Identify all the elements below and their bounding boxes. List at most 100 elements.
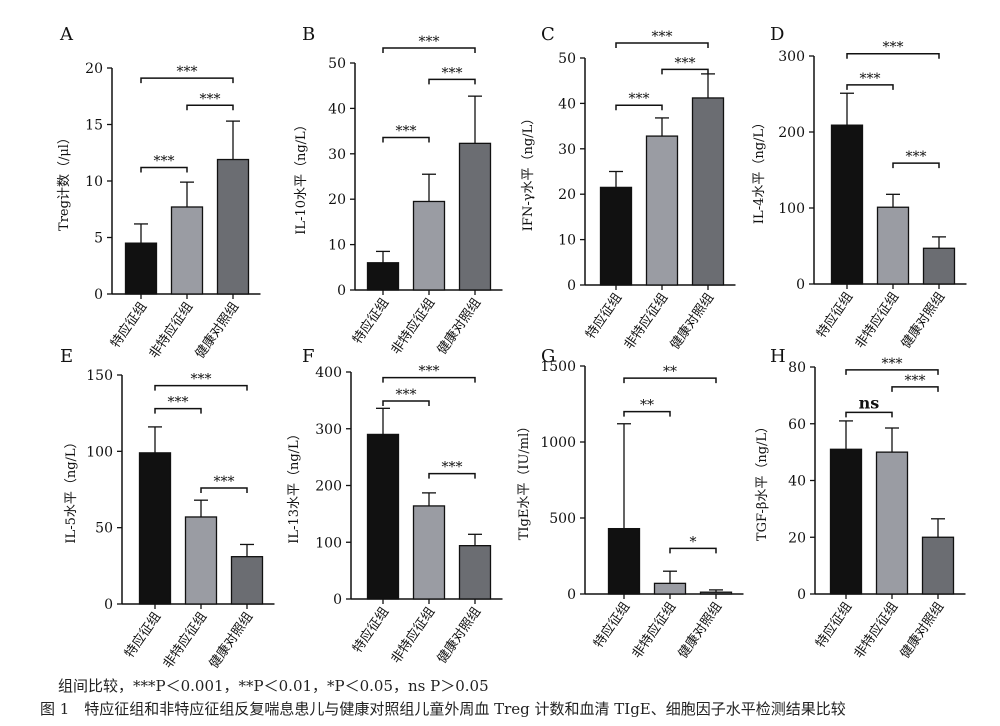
y-tick-label-f: 0: [333, 592, 342, 608]
figure-caption: 图 1 特应征组和非特应征组反复喘息患儿与健康对照组儿童外周血 Treg 计数和…: [40, 700, 846, 718]
significance-label-d: ***: [906, 149, 927, 165]
panel-letter-a: A: [59, 24, 74, 45]
significance-bracket-e: [154, 407, 202, 414]
category-label-f: 健康对照组: [434, 604, 484, 666]
category-label-h: 非特应征组: [851, 599, 901, 661]
y-tick-label-d: 0: [796, 277, 805, 293]
significance-label-b: ***: [419, 34, 440, 50]
panel-letter-h: H: [770, 346, 786, 367]
significance-bracket-h: [891, 386, 939, 392]
significance-bracket-a: [186, 104, 234, 111]
category-label-g: 特应征组: [590, 599, 633, 651]
bar-f: [366, 433, 400, 600]
category-label-b: 非特应征组: [388, 295, 438, 357]
significance-label-f: ***: [419, 364, 440, 380]
significance-label-h: ns: [859, 393, 880, 412]
significance-bracket-f: [382, 376, 476, 383]
bar-h: [875, 451, 909, 595]
significance-bracket-d: [892, 162, 940, 169]
y-tick-label-c: 30: [558, 142, 576, 158]
category-label-e: 特应征组: [121, 609, 164, 661]
significance-bracket-f: [382, 400, 430, 406]
category-label-d: 非特应征组: [852, 289, 902, 351]
bar-h: [829, 448, 863, 595]
significance-bracket-h: [845, 411, 893, 418]
y-tick-label-c: 40: [558, 96, 576, 112]
y-tick-label-f: 200: [315, 479, 342, 495]
panel-letter-f: F: [302, 346, 315, 367]
category-label-c: 非特应征组: [621, 290, 671, 352]
y-tick-label-b: 50: [328, 56, 346, 72]
significance-bracket-c: [661, 68, 709, 75]
significance-bracket-d: [846, 52, 940, 59]
y-tick-label-e: 0: [104, 597, 113, 613]
y-tick-label-f: 400: [315, 365, 342, 381]
category-label-f: 非特应征组: [388, 604, 438, 666]
significance-label-g: *: [690, 534, 697, 550]
significance-label-e: ***: [214, 474, 235, 490]
significance-label-c: ***: [652, 29, 673, 45]
y-tick-label-a: 20: [85, 61, 103, 77]
y-tick-label-g: 0: [567, 587, 576, 603]
significance-bracket-c: [615, 42, 709, 49]
bar-g: [653, 582, 687, 595]
y-axis-label-f: IL-13水平（ng/L）: [287, 427, 302, 543]
significance-label-h: ***: [905, 373, 926, 389]
y-axis-label-d: IL-4水平（ng/L）: [752, 116, 767, 224]
significance-label-e: ***: [191, 372, 212, 388]
bar-a: [170, 206, 204, 295]
significance-bracket-b: [382, 136, 430, 143]
y-tick-label-g: 1500: [540, 359, 576, 375]
category-label-b: 健康对照组: [434, 295, 484, 357]
category-label-g: 非特应征组: [629, 599, 679, 661]
significance-label-e: ***: [168, 395, 189, 411]
category-label-b: 特应征组: [349, 295, 392, 347]
significance-bracket-g: [669, 547, 717, 554]
y-tick-label-g: 1000: [540, 435, 576, 451]
significance-label-g: **: [663, 364, 677, 380]
significance-bracket-f: [428, 472, 476, 479]
bar-c: [599, 186, 633, 286]
significance-label-a: ***: [154, 153, 175, 169]
category-label-c: 特应征组: [582, 290, 625, 342]
significance-label-f: ***: [442, 460, 463, 476]
category-label-h: 特应征组: [812, 599, 855, 651]
y-tick-label-b: 30: [328, 147, 346, 163]
significance-bracket-a: [140, 77, 234, 84]
panel-letter-b: B: [302, 24, 315, 45]
category-label-g: 健康对照组: [675, 599, 725, 661]
y-tick-label-c: 10: [558, 233, 576, 249]
significance-bracket-e: [200, 487, 248, 493]
bar-g: [607, 527, 641, 595]
bar-c: [691, 97, 725, 286]
y-tick-label-b: 0: [337, 283, 346, 299]
category-label-a: 健康对照组: [192, 299, 242, 361]
y-axis-label-g: TIgE水平（IU/ml）: [517, 420, 532, 541]
significance-label-h: ***: [882, 356, 903, 372]
y-tick-label-e: 150: [86, 368, 113, 384]
significance-bracket-b: [428, 78, 476, 85]
category-label-d: 健康对照组: [898, 289, 948, 351]
category-label-d: 特应征组: [813, 289, 856, 341]
y-tick-label-h: 40: [788, 474, 806, 490]
bar-g: [699, 591, 733, 595]
y-tick-label-d: 300: [778, 49, 805, 65]
bar-e: [138, 452, 172, 605]
significance-label-c: ***: [675, 55, 696, 71]
y-tick-label-e: 100: [86, 444, 113, 460]
significance-bracket-a: [140, 166, 188, 173]
significance-bracket-e: [154, 384, 248, 391]
bar-a: [124, 242, 158, 295]
significance-label-d: ***: [860, 71, 881, 87]
bar-f: [412, 505, 446, 600]
significance-label-g: **: [640, 398, 654, 414]
bar-f: [458, 545, 492, 600]
y-tick-label-h: 60: [788, 417, 806, 433]
significance-note: 组间比较，***P＜0.001，**P＜0.01，*P＜0.05，ns P＞0.…: [58, 677, 489, 695]
y-tick-label-c: 50: [558, 51, 576, 67]
y-tick-label-c: 0: [567, 278, 576, 294]
y-tick-label-f: 100: [315, 535, 342, 551]
bar-d: [830, 124, 864, 285]
bar-h: [921, 536, 955, 595]
bar-b: [412, 200, 446, 291]
